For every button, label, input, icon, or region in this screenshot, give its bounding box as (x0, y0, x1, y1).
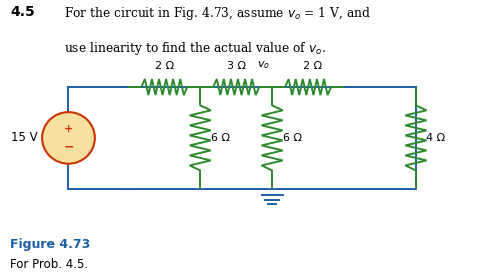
Text: 6 Ω: 6 Ω (282, 133, 302, 143)
Text: 2 Ω: 2 Ω (303, 61, 322, 71)
Text: $v_o$: $v_o$ (257, 59, 270, 71)
Text: For Prob. 4.5.: For Prob. 4.5. (10, 258, 88, 271)
Text: 6 Ω: 6 Ω (211, 133, 230, 143)
Text: 2 Ω: 2 Ω (155, 61, 174, 71)
Text: 15 V: 15 V (11, 131, 37, 144)
Text: Figure 4.73: Figure 4.73 (10, 238, 90, 251)
Text: For the circuit in Fig. 4.73, assume $v_o$ = 1 V, and: For the circuit in Fig. 4.73, assume $v_… (64, 6, 371, 22)
Ellipse shape (42, 112, 95, 164)
Text: 3 Ω: 3 Ω (227, 61, 246, 71)
Text: −: − (63, 141, 74, 153)
Text: 4 Ω: 4 Ω (427, 133, 445, 143)
Text: use linearity to find the actual value of $v_o$.: use linearity to find the actual value o… (64, 40, 326, 57)
Text: 4.5: 4.5 (10, 6, 35, 20)
Text: +: + (64, 124, 73, 134)
